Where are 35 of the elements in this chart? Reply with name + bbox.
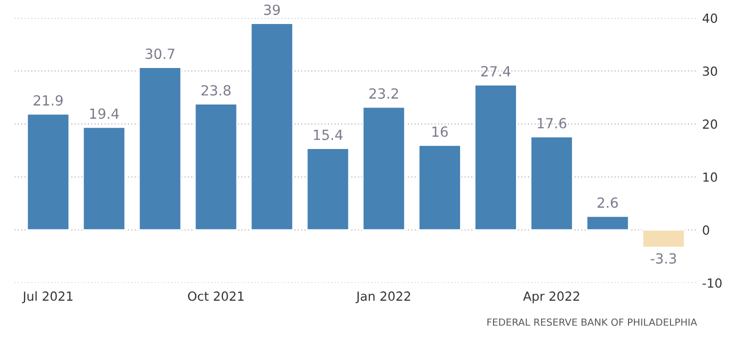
data-label: 30.7 xyxy=(146,48,174,60)
y-tick-label: 0 xyxy=(702,225,710,235)
text: FEDERAL RESERVE BANK OF PHILADELPHIA xyxy=(487,318,698,326)
data-label: 23.8 xyxy=(202,85,231,96)
bar xyxy=(82,126,126,231)
y-tick-label: 40 xyxy=(702,13,718,23)
bar xyxy=(306,148,350,231)
data-label: 17.6 xyxy=(538,118,566,128)
bar xyxy=(26,113,70,231)
data-label: 27.4 xyxy=(481,66,510,76)
data-label: 19.4 xyxy=(90,108,119,119)
data-label: 39 xyxy=(264,4,280,16)
data-label: 21.9 xyxy=(34,95,63,106)
y-tick-label: 20 xyxy=(702,119,718,129)
bar xyxy=(642,229,686,248)
bar xyxy=(418,144,462,231)
data-label: 16 xyxy=(432,126,448,137)
y-tick-label: 10 xyxy=(703,172,718,182)
bar xyxy=(530,136,574,231)
data-label: 2.6 xyxy=(598,197,618,208)
x-tick-label: Apr 2022 xyxy=(523,291,580,304)
x-tick-label: Oct 2021 xyxy=(188,291,244,301)
data-label: 15.4 xyxy=(314,130,343,140)
y-tick-label: -10 xyxy=(702,278,722,288)
bar xyxy=(250,22,294,231)
data-label: 23.2 xyxy=(369,88,398,99)
x-tick-label: Jul 2021 xyxy=(22,291,72,304)
bar xyxy=(474,84,518,231)
bar xyxy=(138,66,182,231)
bar xyxy=(362,106,406,231)
x-tick-label: Jan 2022 xyxy=(356,291,410,304)
bar xyxy=(586,215,630,231)
data-label: -3.3 xyxy=(650,253,676,264)
y-tick-label: 30 xyxy=(702,66,718,76)
bar xyxy=(194,103,238,231)
